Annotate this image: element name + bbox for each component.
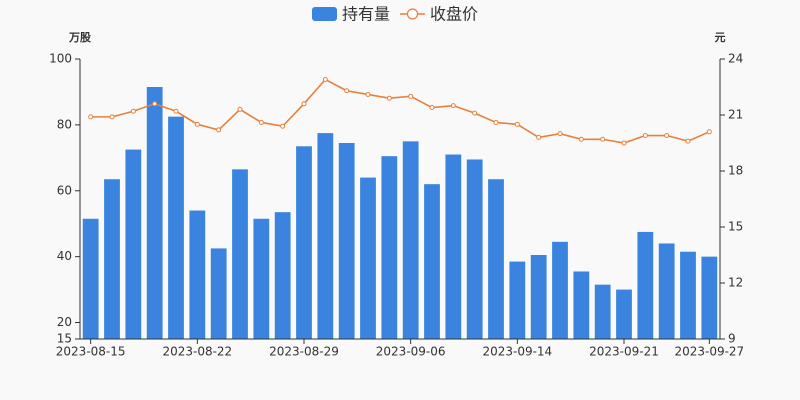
x-tick-label: 2023-09-27 [674, 345, 744, 359]
price-point [557, 131, 563, 137]
price-point [600, 136, 606, 142]
x-tick-label: 2023-08-15 [56, 345, 126, 359]
legend-swatch [406, 8, 419, 20]
price-point [194, 121, 200, 127]
bar [381, 156, 398, 339]
bar [573, 271, 590, 339]
bar [509, 261, 526, 339]
y2-tick-label: 24 [728, 52, 743, 66]
bar [296, 146, 312, 339]
bar [594, 284, 611, 339]
legend-label: 收盘价 [430, 5, 478, 24]
x-tick-label: 2023-09-14 [482, 345, 552, 359]
bar [360, 177, 376, 339]
bar [317, 133, 334, 339]
x-tick-label: 2023-08-22 [162, 345, 232, 359]
bar [338, 143, 355, 339]
price-point [365, 91, 371, 97]
price-point [472, 110, 478, 116]
y-tick-label: 80 [57, 117, 72, 131]
y2-axis-label: 元 [715, 31, 726, 44]
legend-swatch [312, 7, 337, 21]
price-point [685, 138, 691, 144]
bar [146, 87, 163, 339]
bar [424, 184, 440, 339]
price-point [386, 95, 392, 101]
bar [82, 218, 99, 339]
y-tick-label: 20 [57, 315, 72, 329]
bar [488, 179, 504, 339]
bar [104, 179, 120, 339]
price-point [514, 121, 520, 127]
bar [402, 141, 419, 339]
bar [466, 159, 483, 339]
y2-tick-label: 18 [728, 164, 743, 178]
price-point [152, 101, 158, 107]
price-line [90, 78, 710, 144]
price-point [536, 134, 542, 140]
bar [168, 116, 184, 339]
price-point [109, 114, 115, 120]
price-point [621, 140, 627, 146]
x-tick-label: 2023-09-21 [589, 345, 659, 359]
bar [701, 256, 718, 339]
bar [210, 248, 227, 339]
bar [445, 154, 462, 339]
price-point [237, 106, 243, 112]
price-point [258, 119, 264, 125]
price-point [706, 129, 712, 135]
price-point [344, 88, 350, 94]
price-point [642, 133, 648, 139]
bar [232, 169, 248, 339]
y-axis-label: 万股 [68, 31, 92, 44]
y2-tick-label: 12 [728, 276, 743, 290]
price-point [130, 108, 136, 114]
price-point [173, 108, 179, 114]
bar [189, 210, 206, 339]
price-point [408, 93, 414, 99]
legend-label: 持有量 [342, 5, 390, 24]
y-tick-label: 40 [57, 249, 72, 263]
price-point [664, 133, 670, 139]
bar [658, 243, 675, 339]
bar [253, 218, 270, 339]
price-point [450, 103, 456, 109]
bar [552, 241, 568, 339]
x-tick-label: 2023-08-29 [269, 345, 339, 359]
bar [125, 149, 142, 339]
price-point [216, 127, 222, 133]
y-tick-label: 100 [49, 52, 72, 66]
y-tick-label: 15 [57, 332, 72, 346]
price-point [301, 101, 307, 107]
price-point [322, 77, 328, 83]
x-tick-label: 2023-09-06 [376, 345, 446, 359]
y2-tick-label: 21 [728, 108, 743, 122]
price-point [88, 114, 94, 120]
bar [530, 255, 547, 339]
price-point [493, 119, 499, 125]
bar [637, 231, 654, 339]
bar [680, 251, 696, 339]
price-point [429, 105, 435, 111]
bar [616, 289, 632, 339]
y2-tick-label: 9 [728, 332, 736, 346]
y-tick-label: 60 [57, 183, 72, 197]
price-point [280, 123, 286, 129]
bar [274, 212, 291, 339]
y2-tick-label: 15 [728, 220, 743, 234]
price-point [578, 136, 584, 142]
